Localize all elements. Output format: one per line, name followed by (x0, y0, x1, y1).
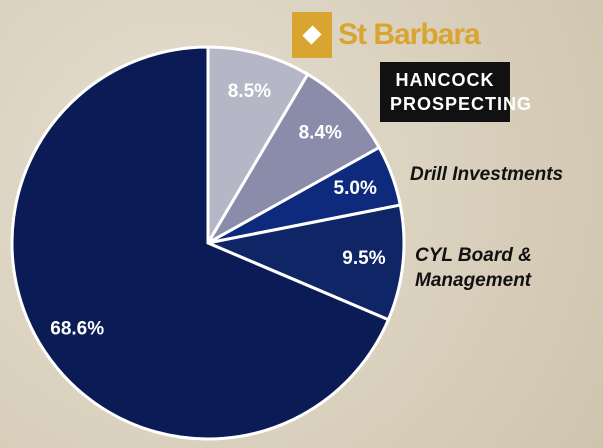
pie-slice (10, 45, 391, 441)
data-label: 5.0% (334, 178, 377, 199)
pie-slice (206, 45, 310, 249)
legend-label: CYL Board & Management (415, 245, 532, 291)
legend-label: Drill Investments (410, 164, 564, 185)
pie-slice (202, 203, 406, 322)
data-label: 8.5% (228, 81, 271, 102)
data-label: 8.4% (299, 123, 342, 144)
data-label: 68.6% (50, 319, 104, 340)
pie-slice (203, 72, 382, 248)
legend-label: HANCOCK PROSPECTING (380, 62, 531, 122)
logo-icon (292, 12, 332, 58)
st-barbara-logo: St Barbara (292, 12, 481, 58)
legend-label: St Barbara (338, 18, 481, 51)
data-label: 9.5% (342, 248, 385, 269)
